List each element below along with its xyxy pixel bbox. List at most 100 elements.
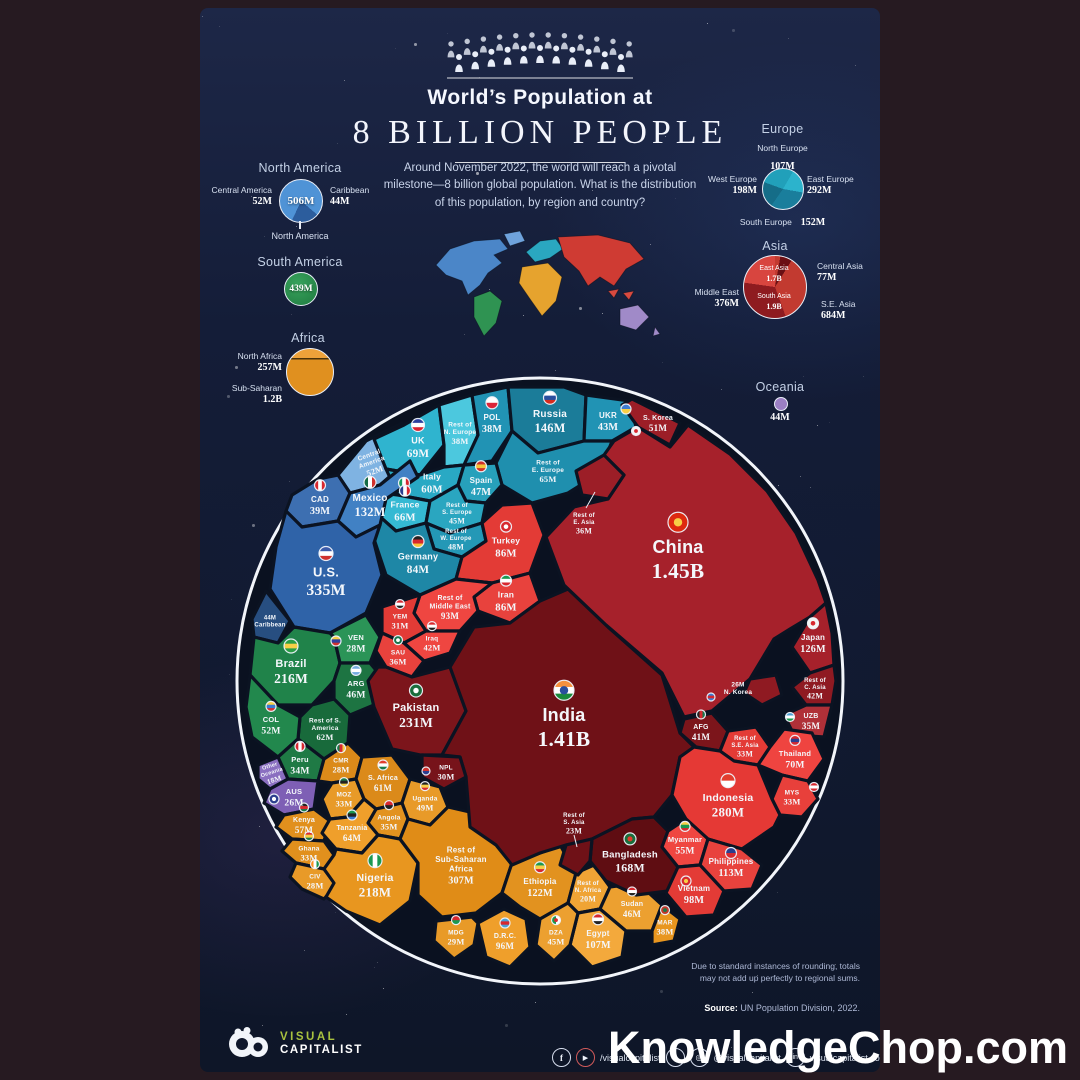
cell-label-aus: AUS 26M [284,787,303,808]
flag-iran [500,575,512,587]
starfield [200,8,201,9]
flag-dza [551,915,561,925]
flag-ethiopia [534,861,546,873]
social-handle-3: visualcapitalist.com [809,1052,880,1063]
cell-label-n-korea: 26M N. Korea [724,681,753,696]
flag-nigeria [368,853,382,868]
cell-label-rest-se-asia: Rest of S.E. Asia 33M [731,736,759,758]
page-title-main: 8 BILLION PEOPLE [352,114,728,151]
flag-drc [500,918,510,929]
cell-label-sudan: Sudan 46M [621,901,643,919]
cell-label-us: U.S. 335M [306,564,345,599]
page-title: World’s Population at [427,86,653,109]
flag-italy [398,477,410,489]
cell-label-vietnam: Vietnam 98M [678,884,710,906]
legend-na-circle: 506M [279,179,323,223]
flag-indonesia [721,773,735,788]
flag-peru [295,741,305,752]
social-handle: /visualcapitalist [600,1052,661,1063]
source-line: Source: UN Population Division, 2022. [704,1003,860,1013]
facebook-icon[interactable]: f [552,1048,571,1067]
flag-uk [411,418,425,432]
social-handle-2: @visualcapitalist [713,1052,781,1063]
cell-label-germany: Germany 84M [398,552,438,576]
cell-label-mexico: Mexico 132M [352,493,387,519]
flag-spain [475,460,487,472]
cell-label-civ: CIV 28M [306,873,323,890]
cell-label-rest-s-asia: Rest of S. Asia 23M [563,813,586,835]
flag-moz [339,777,349,787]
flag-mar [660,905,670,915]
cell-label-rest-s-america: Rest of S. America 62M [309,717,341,742]
cell-label-pakistan: Pakistan 231M [393,702,440,730]
cell-label-sau: SAU 36M [389,649,406,666]
cell-label-cad: CAD 39M [310,495,331,517]
youtube-icon[interactable]: ▶ [576,1048,595,1067]
flag-sudan [627,887,637,897]
flag-france [399,485,411,497]
flag-arg [351,665,361,676]
map-asia [557,234,645,287]
cell-label-ukr: UKR 43M [598,411,619,433]
cell-label-rest-e-europe: Rest of E. Europe 65M [532,459,564,484]
cell-label-dza: DZA 45M [547,929,564,946]
cell-label-ven: VEN 28M [346,633,365,654]
cell-label-uzb: UZB 35M [802,713,820,731]
cell-label-spain: Spain 47M [470,476,493,498]
map-greenland [503,230,526,247]
cell-label-s-korea: S. Korea 51M [643,415,673,433]
cell-label-mdg: MDG 29M [447,929,464,946]
flag-vietnam [681,876,691,886]
cell-label-uk: UK 69M [407,436,430,460]
flag-s-africa [378,760,388,771]
cell-label-rest-e-asia: Rest of E. Asia 36M [573,513,596,535]
flag-bangladesh [624,832,636,845]
cell-label-afg: AFG 41M [692,724,710,742]
cell-dza [534,901,580,963]
cell-label-cmr: CMR 28M [332,757,349,774]
flag-civ [310,859,320,869]
population-treemap: CentralAmerica52M UK 69M Rest of N. Europe 38… [234,375,846,987]
flag-cad [314,479,326,491]
flag-us [319,546,333,561]
flag-thailand [790,735,800,746]
web-icon[interactable]: in [785,1048,805,1067]
twitter-icon[interactable]: t [665,1048,685,1067]
flag-egypt [592,913,604,925]
flag-ghana [304,831,314,841]
cell-label-ethiopia: Ethiopia 122M [523,877,557,899]
cell-vietnam [664,863,726,919]
cell-label-philippines: Philippines 113M [709,857,754,879]
cell-label-yem: YEM 31M [391,613,408,630]
flag-n-korea [707,693,715,701]
flag-germany [412,535,424,548]
cell-label-nigeria: Nigeria 218M [357,872,394,899]
cell-label-arg: ARG 46M [346,679,365,700]
cell-label-uganda: Uganda 49M [412,795,437,812]
flag-pol [486,396,498,409]
cell-label-rest-n-europe: Rest of N. Europe 38M [444,421,477,446]
cell-label-italy: Italy 60M [421,472,442,496]
cell-label-russia: Russia 146M [533,409,567,435]
cell-mdg [432,915,480,961]
flag-aus [269,794,279,804]
instagram-icon[interactable]: ◎ [689,1048,709,1067]
flag-uganda [420,781,430,791]
cell-label-angola: Angola 35M [377,814,400,831]
flag-s-korea [631,426,641,436]
flag-iraq [427,621,437,631]
legend-south-america: South America 439M [240,255,360,315]
cell-label-rest-c-asia: Rest of C. Asia 42M [804,678,827,700]
cell-label-china: China 1.45B [652,537,705,583]
cell-label-drc: D.R.C. 96M [494,933,516,951]
flag-uzb [785,712,795,722]
flag-turkey [500,521,512,533]
cell-label-s-africa: S. Africa 61M [368,775,398,793]
flag-npl [422,767,430,775]
legend-africa-circle [286,348,334,396]
flag-myanmar [680,821,690,832]
flag-cmr [336,743,346,753]
flag-col [266,701,276,712]
cell-n-korea [742,673,784,707]
rounding-note: Due to standard instances of rounding, t… [691,961,860,984]
